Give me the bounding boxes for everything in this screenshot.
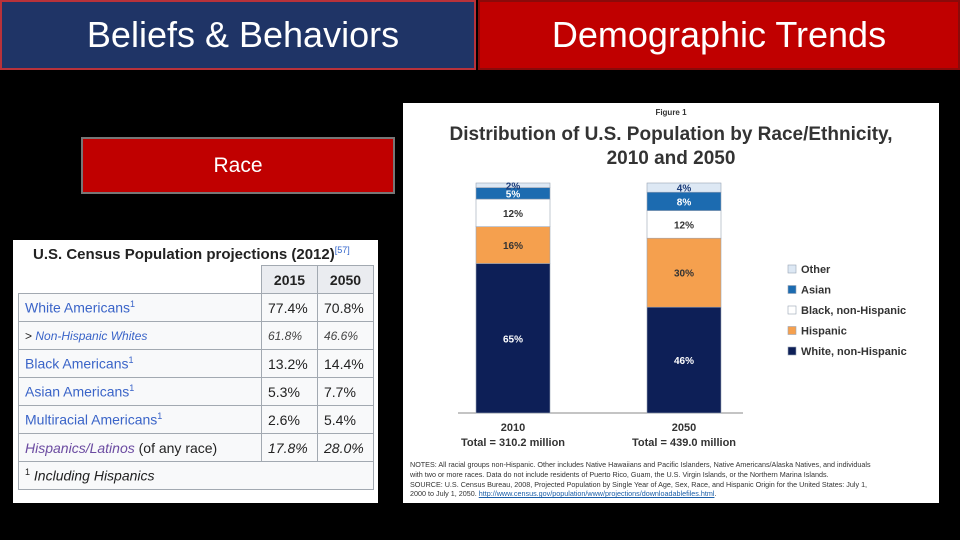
data-label: 16% — [503, 241, 523, 252]
data-label: 12% — [503, 209, 523, 220]
value-2015: 77.4% — [261, 293, 318, 322]
header-beliefs-behaviors: Beliefs & Behaviors — [0, 0, 476, 70]
census-table: 2015 2050 White Americans1 77.4% 70.8% >… — [18, 265, 374, 490]
race-label: Race — [213, 153, 263, 177]
bar-segment — [475, 182, 551, 188]
value-2050: 28.0% — [317, 433, 374, 462]
bar-segment — [475, 226, 551, 264]
category-total-label: Total = 439.0 million — [632, 437, 736, 449]
race-label-box: Race — [81, 137, 395, 194]
table-row: Asian Americans1 5.3% 7.7% — [18, 377, 374, 406]
row-label[interactable]: White Americans1 — [18, 293, 262, 322]
table-footnote-row: 1 Including Hispanics — [18, 461, 374, 490]
source-link[interactable]: http://www.census.gov/population/www/pro… — [478, 489, 715, 499]
bar-segment — [475, 263, 551, 414]
value-2050: 5.4% — [317, 405, 374, 434]
column-2015: 2015 — [261, 265, 318, 294]
row-label[interactable]: Black Americans1 — [18, 349, 262, 378]
census-title-ref[interactable]: [57] — [334, 245, 350, 255]
row-label[interactable]: > Non-Hispanic Whites — [18, 321, 262, 350]
row-label[interactable]: Hispanics/Latinos (of any race) — [18, 433, 262, 462]
figure-notes: NOTES: All racial groups non-Hispanic. O… — [410, 460, 871, 499]
legend-label: White, non-Hispanic — [801, 346, 907, 358]
value-2015: 13.2% — [261, 349, 318, 378]
value-2050: 70.8% — [317, 293, 374, 322]
census-projections-panel: U.S. Census Population projections (2012… — [13, 240, 378, 503]
value-2015: 17.8% — [261, 433, 318, 462]
row-label[interactable]: Multiracial Americans1 — [18, 405, 262, 434]
row-label[interactable]: Asian Americans1 — [18, 377, 262, 406]
column-2050: 2050 — [317, 265, 374, 294]
data-label: 12% — [674, 220, 694, 231]
bar-segment — [646, 182, 722, 193]
legend-label: Asian — [801, 285, 831, 297]
value-2015: 2.6% — [261, 405, 318, 434]
data-label: 30% — [674, 269, 694, 280]
category-label: 2010 — [501, 422, 525, 434]
table-row: Multiracial Americans1 2.6% 5.4% — [18, 405, 374, 434]
value-2050: 14.4% — [317, 349, 374, 378]
category-label: 2050 — [672, 422, 696, 434]
bar-segment — [475, 198, 551, 227]
value-2015: 5.3% — [261, 377, 318, 406]
corner-cell — [18, 265, 262, 294]
value-2050: 7.7% — [317, 377, 374, 406]
legend-label: Other — [801, 264, 831, 276]
header-left-title: Beliefs & Behaviors — [86, 14, 400, 55]
header-demographic-trends: Demographic Trends — [478, 0, 960, 70]
chart-title: Distribution of U.S. Population by Race/… — [449, 124, 893, 169]
table-row: > Non-Hispanic Whites 61.8% 46.6% — [18, 321, 374, 350]
census-table-title: U.S. Census Population projections (2012… — [33, 245, 350, 263]
figure-panel: 65% 16% 12% 5% 2% 2010 Total = 310.2 million 46… — [403, 103, 939, 503]
legend-label: Black, non-Hispanic — [801, 305, 906, 317]
bar-segment — [646, 210, 722, 239]
table-row: Black Americans1 13.2% 14.4% — [18, 349, 374, 378]
data-label: 8% — [677, 197, 692, 208]
data-label: 46% — [674, 356, 694, 367]
legend-swatch — [787, 285, 797, 294]
data-label: 2% — [506, 181, 521, 192]
category-total-label: Total = 310.2 million — [461, 437, 565, 449]
stacked-bar-chart: 65% 16% 12% 5%2% 2010 Total = 310.2 million 46… — [458, 181, 907, 449]
header-right-title: Demographic Trends — [551, 14, 887, 55]
table-row: White Americans1 77.4% 70.8% — [18, 293, 374, 322]
data-label: 65% — [503, 334, 523, 345]
data-label: 4% — [677, 184, 692, 195]
legend-label: Hispanic — [801, 326, 847, 338]
bar-segment — [646, 237, 722, 308]
value-2015: 61.8% — [261, 321, 318, 350]
legend-swatch — [787, 326, 797, 335]
data-label: 5% — [506, 189, 521, 200]
legend-swatch — [787, 346, 797, 356]
legend-swatch — [787, 264, 797, 274]
legend-swatch — [787, 305, 797, 315]
table-row: Hispanics/Latinos (of any race) 17.8% 28… — [18, 433, 374, 462]
value-2050: 46.6% — [317, 321, 374, 350]
table-footnote: 1 Including Hispanics — [18, 461, 374, 490]
figure-label: Figure 1 — [655, 108, 687, 117]
